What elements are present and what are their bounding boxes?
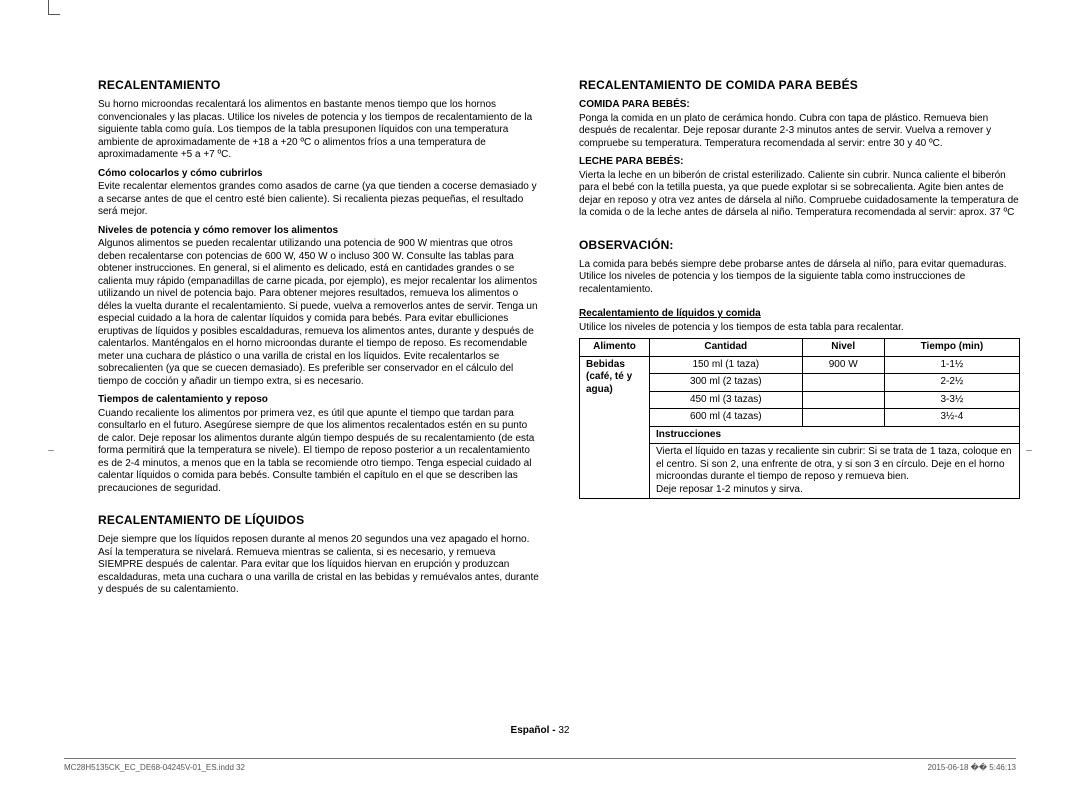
cell-food: Bebidas (café, té y agua) <box>580 356 650 499</box>
cell-level <box>802 374 884 392</box>
page-footer: Español - 32 <box>0 725 1080 736</box>
cell-qty: 600 ml (4 tazas) <box>650 409 803 427</box>
cell-time: 3½-4 <box>884 409 1019 427</box>
cell-qty: 300 ml (2 tazas) <box>650 374 803 392</box>
subhead-comida-bebes: COMIDA PARA BEBÉS: <box>579 99 1020 112</box>
meta-file: MC28H5135CK_EC_DE68-04245V-01_ES.indd 32 <box>64 763 245 772</box>
left-column: RECALENTAMIENTO Su horno microondas reca… <box>98 78 539 601</box>
subhead-tiempos: Tiempos de calentamiento y reposo <box>98 394 539 407</box>
table-row: Bebidas (café, té y agua) 150 ml (1 taza… <box>580 356 1020 374</box>
table-caption: Recalentamiento de líquidos y comida <box>579 308 1020 321</box>
cell-instr-label: Instrucciones <box>650 426 1020 444</box>
para-tiempos: Cuando recaliente los alimentos por prim… <box>98 408 539 496</box>
subhead-niveles: Niveles de potencia y cómo remover los a… <box>98 225 539 238</box>
footer-page-num: 32 <box>558 725 569 736</box>
right-column: RECALENTAMIENTO DE COMIDA PARA BEBÉS COM… <box>579 78 1020 601</box>
meta-date: 2015-06-18 �� 5:46:13 <box>928 763 1016 772</box>
cell-time: 2-2½ <box>884 374 1019 392</box>
print-meta: MC28H5135CK_EC_DE68-04245V-01_ES.indd 32… <box>64 758 1016 772</box>
page-content: RECALENTAMIENTO Su horno microondas reca… <box>98 78 1020 601</box>
th-cantidad: Cantidad <box>650 339 803 357</box>
para-leche-bebes: Vierta la leche en un biberón de cristal… <box>579 170 1020 220</box>
reheat-table: Alimento Cantidad Nivel Tiempo (min) Beb… <box>579 338 1020 499</box>
subhead-colocar: Cómo colocarlos y cómo cubrirlos <box>98 168 539 181</box>
cell-time: 1-1½ <box>884 356 1019 374</box>
cell-level <box>802 409 884 427</box>
para-liquidos: Deje siempre que los líquidos reposen du… <box>98 534 539 597</box>
crop-mark-top-left <box>48 0 60 15</box>
table-subcaption: Utilice los niveles de potencia y los ti… <box>579 322 1020 335</box>
para-niveles: Algunos alimentos se pueden recalentar u… <box>98 238 539 388</box>
th-tiempo: Tiempo (min) <box>884 339 1019 357</box>
table-header-row: Alimento Cantidad Nivel Tiempo (min) <box>580 339 1020 357</box>
para-observacion: La comida para bebés siempre debe probar… <box>579 259 1020 297</box>
th-alimento: Alimento <box>580 339 650 357</box>
footer-lang: Español - <box>511 725 559 736</box>
th-nivel: Nivel <box>802 339 884 357</box>
heading-liquidos: RECALENTAMIENTO DE LÍQUIDOS <box>98 513 539 528</box>
para-comida-bebes: Ponga la comida en un plato de cerámica … <box>579 113 1020 151</box>
subhead-leche-bebes: LECHE PARA BEBÉS: <box>579 156 1020 169</box>
para-colocar: Evite recalentar elementos grandes como … <box>98 181 539 219</box>
cell-qty: 450 ml (3 tazas) <box>650 391 803 409</box>
side-tick-right <box>1026 450 1032 451</box>
cell-time: 3-3½ <box>884 391 1019 409</box>
heading-bebes: RECALENTAMIENTO DE COMIDA PARA BEBÉS <box>579 78 1020 93</box>
cell-level <box>802 391 884 409</box>
cell-qty: 150 ml (1 taza) <box>650 356 803 374</box>
heading-observacion: OBSERVACIÓN: <box>579 238 1020 253</box>
cell-instr: Vierta el líquido en tazas y recaliente … <box>650 444 1020 499</box>
side-tick-left <box>48 450 54 451</box>
cell-level: 900 W <box>802 356 884 374</box>
intro-paragraph: Su horno microondas recalentará los alim… <box>98 99 539 162</box>
heading-recalentamiento: RECALENTAMIENTO <box>98 78 539 93</box>
